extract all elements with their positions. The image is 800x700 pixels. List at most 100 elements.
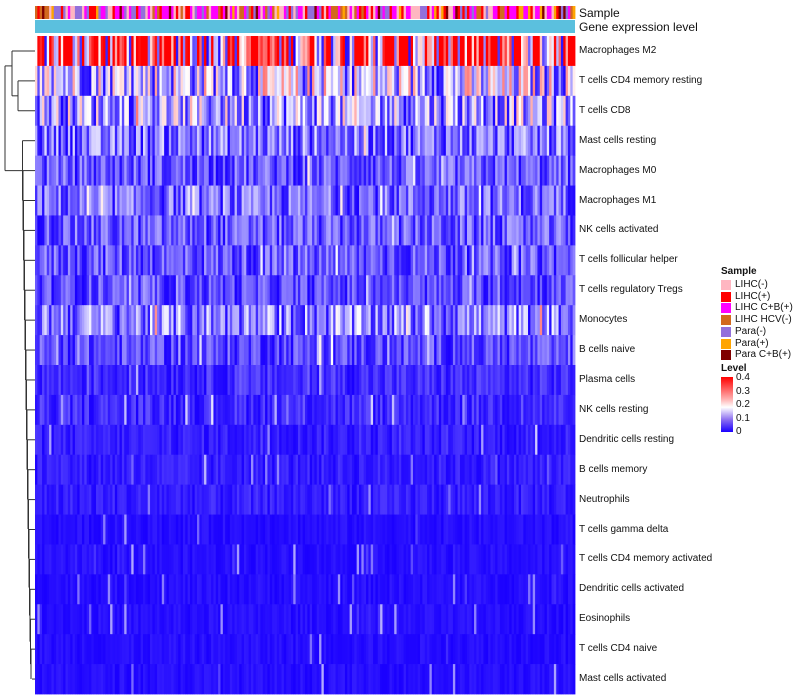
heatmap-cell: [81, 604, 85, 635]
heatmap-cell: [265, 365, 268, 396]
heatmap-cell: [361, 424, 365, 456]
heatmap-cell: [469, 65, 473, 97]
heatmap-cell: [459, 604, 463, 635]
heatmap-cell: [293, 155, 297, 186]
heatmap-cell: [445, 574, 449, 605]
heatmap-cell: [450, 125, 454, 157]
heatmap-cell: [103, 574, 106, 605]
heatmap-cell: [208, 155, 212, 186]
heatmap-cell: [138, 335, 142, 366]
heatmap-cell: [542, 155, 545, 186]
heatmap-cell: [265, 65, 268, 97]
heatmap-cell: [441, 275, 444, 306]
heatmap-cell: [314, 125, 318, 157]
sample-annotation-cell: [150, 6, 153, 19]
heatmap-cell: [394, 394, 397, 426]
heatmap-cell: [290, 125, 294, 157]
heatmap-cell: [553, 394, 557, 426]
heatmap-cell: [239, 245, 243, 276]
heatmap-cell: [227, 484, 231, 515]
sample-annotation-cell: [377, 6, 381, 19]
heatmap-cell: [560, 394, 564, 426]
heatmap-cell: [145, 95, 149, 127]
heatmap-cell: [351, 155, 355, 186]
heatmap-cell: [119, 125, 123, 157]
heatmap-cell: [366, 574, 369, 605]
heatmap-cell: [340, 574, 343, 605]
heatmap-cell: [567, 335, 571, 366]
heatmap-cell: [281, 574, 285, 605]
heatmap-cell: [286, 155, 289, 186]
heatmap-cell: [60, 514, 64, 545]
heatmap-cell: [387, 454, 390, 486]
heatmap-cell: [560, 335, 564, 366]
heatmap-cell: [422, 424, 426, 456]
heatmap-cell: [283, 275, 287, 306]
heatmap-cell: [300, 544, 304, 575]
heatmap-cell: [445, 245, 449, 276]
heatmap-cell: [567, 484, 571, 515]
heatmap-cell: [236, 155, 240, 186]
heatmap-cell: [495, 514, 498, 545]
heatmap-cell: [121, 65, 125, 97]
heatmap-cell: [133, 424, 137, 456]
heatmap-cell: [497, 514, 501, 545]
heatmap-cell: [218, 365, 221, 396]
heatmap-cell: [49, 394, 52, 426]
heatmap-cell: [281, 185, 285, 216]
heatmap-cell: [206, 215, 210, 246]
heatmap-cell: [356, 155, 360, 186]
heatmap-cell: [377, 215, 381, 246]
heatmap-cell: [535, 604, 538, 635]
heatmap-cell: [333, 36, 336, 67]
heatmap-cell: [528, 424, 531, 456]
heatmap-cell: [192, 275, 196, 306]
heatmap-cell: [281, 36, 285, 67]
heatmap-cell: [394, 125, 397, 157]
heatmap-cell: [305, 484, 308, 515]
heatmap-cell: [239, 634, 243, 665]
heatmap-cell: [119, 305, 123, 336]
heatmap-cell: [523, 365, 527, 396]
heatmap-cell: [86, 424, 90, 456]
heatmap-cell: [227, 365, 231, 396]
heatmap-cell: [133, 65, 137, 97]
heatmap-cell: [241, 275, 245, 306]
heatmap-cell: [197, 95, 200, 127]
heatmap-cell: [380, 335, 383, 366]
heatmap-cell: [401, 65, 405, 97]
heatmap-cell: [459, 65, 463, 97]
heatmap-cell: [288, 36, 292, 67]
heatmap-cell: [138, 365, 142, 396]
heatmap-cell: [544, 275, 548, 306]
heatmap-cell: [495, 484, 498, 515]
heatmap-cell: [182, 365, 186, 396]
heatmap-cell: [53, 484, 57, 515]
heatmap-cell: [474, 305, 477, 336]
sample-annotation-cell: [492, 6, 496, 19]
heatmap-cell: [502, 604, 505, 635]
heatmap-cell: [330, 125, 334, 157]
heatmap-cell: [293, 275, 297, 306]
heatmap-cell: [558, 215, 562, 246]
heatmap-cell: [229, 305, 233, 336]
heatmap-cell: [276, 514, 280, 545]
heatmap-cell: [567, 95, 571, 127]
heatmap-cell: [74, 365, 78, 396]
heatmap-cell: [213, 125, 217, 157]
heatmap-cell: [452, 484, 456, 515]
heatmap-cell: [509, 544, 513, 575]
heatmap-cell: [46, 65, 50, 97]
heatmap-cell: [506, 365, 510, 396]
heatmap-cell: [452, 544, 456, 575]
sample-annotation-cell: [509, 6, 513, 19]
heatmap-cell: [232, 275, 235, 306]
heatmap-cell: [441, 215, 444, 246]
heatmap-cell: [157, 125, 160, 157]
heatmap-cell: [293, 65, 297, 97]
heatmap-cell: [542, 245, 545, 276]
heatmap-cell: [342, 275, 346, 306]
heatmap-cell: [135, 634, 139, 665]
heatmap-cell: [197, 514, 200, 545]
heatmap-cell: [283, 394, 287, 426]
